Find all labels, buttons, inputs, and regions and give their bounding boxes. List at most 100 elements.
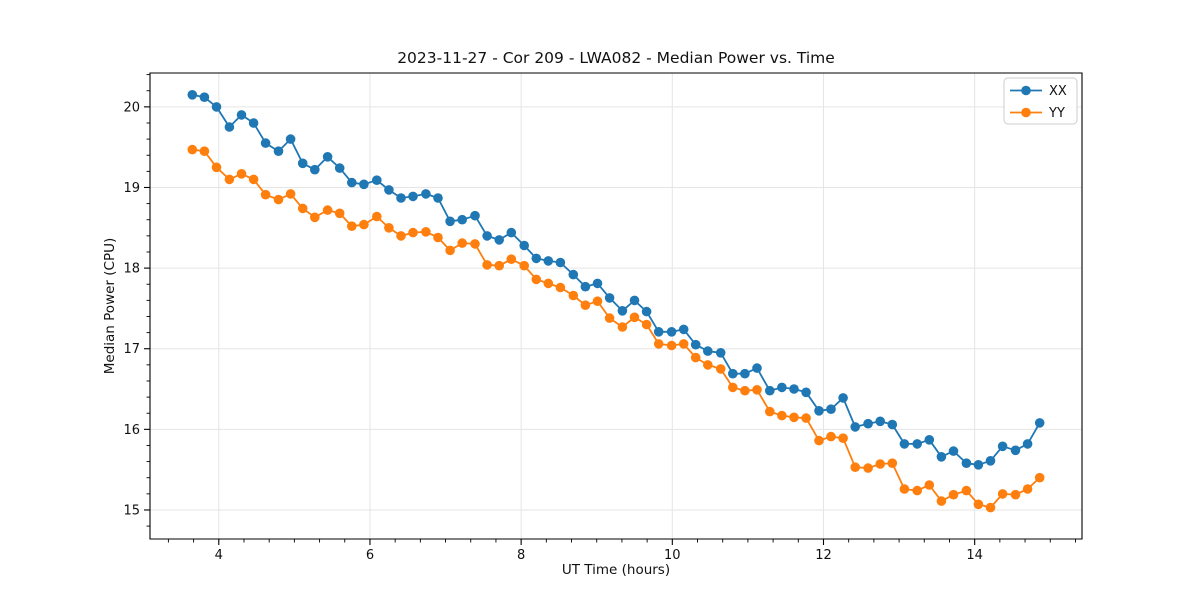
data-point-xx — [580, 281, 591, 292]
data-point-yy — [347, 221, 357, 231]
data-point-yy — [1010, 489, 1021, 500]
data-point-yy — [199, 146, 210, 156]
x-tick-label: 8 — [517, 548, 525, 563]
data-point-xx — [519, 240, 529, 251]
series-line-yy — [191, 148, 1041, 509]
data-point-yy — [850, 462, 860, 473]
data-point-yy — [629, 312, 640, 323]
data-point-yy — [752, 385, 762, 395]
data-point-yy — [494, 260, 505, 271]
data-point-yy — [568, 290, 579, 301]
data-point-yy — [936, 496, 947, 506]
data-point-xx — [285, 134, 296, 144]
data-point-yy — [297, 203, 308, 214]
data-point-xx — [985, 456, 996, 466]
data-point-xx — [1010, 445, 1021, 456]
data-point-xx — [617, 306, 628, 316]
data-point-yy — [985, 502, 996, 513]
data-point-xx — [875, 416, 885, 427]
legend-label: XX — [1049, 84, 1067, 99]
x-tick-label: 14 — [966, 548, 983, 563]
data-point-xx — [863, 418, 873, 429]
data-point-yy — [997, 489, 1008, 499]
data-point-xx — [826, 404, 836, 415]
data-point-xx — [973, 460, 984, 470]
y-tick-label: 15 — [123, 503, 140, 518]
data-point-xx — [850, 422, 860, 432]
data-point-yy — [187, 144, 198, 155]
data-point-xx — [555, 257, 566, 268]
data-point-yy — [482, 260, 492, 270]
data-point-xx — [543, 256, 554, 266]
data-point-xx — [421, 189, 431, 199]
data-point-yy — [211, 162, 222, 173]
data-point-xx — [765, 385, 775, 396]
data-point-yy — [887, 458, 898, 469]
data-point-yy — [433, 232, 443, 243]
data-point-yy — [531, 274, 542, 285]
plot-border — [149, 72, 1083, 540]
data-point-xx — [482, 231, 492, 241]
data-point-xx — [408, 191, 418, 202]
data-point-yy — [912, 485, 922, 496]
data-point-xx — [322, 152, 333, 162]
data-point-yy — [703, 360, 713, 370]
data-point-xx — [703, 346, 713, 356]
data-point-yy — [519, 260, 529, 271]
data-point-yy — [690, 352, 701, 363]
data-point-yy — [359, 219, 369, 230]
y-tick-label: 20 — [123, 100, 140, 115]
data-point-xx — [260, 138, 271, 148]
data-point-yy — [863, 463, 873, 473]
data-point-xx — [997, 441, 1008, 452]
data-point-xx — [666, 327, 677, 337]
data-point-xx — [310, 164, 320, 175]
data-point-xx — [359, 179, 369, 190]
data-point-yy — [236, 169, 247, 179]
chart-title: 2023-11-27 - Cor 209 - LWA082 - Median P… — [397, 49, 835, 67]
data-point-xx — [653, 327, 664, 337]
axis-ticks — [144, 74, 1076, 545]
data-point-yy — [777, 410, 787, 421]
data-point-yy — [310, 212, 320, 223]
x-tick-label: 6 — [366, 548, 374, 563]
grid-lines — [150, 73, 1082, 539]
x-tick-label: 4 — [215, 548, 223, 563]
y-tick-label: 19 — [123, 181, 140, 196]
data-point-yy — [617, 322, 628, 332]
data-point-yy — [445, 245, 455, 256]
data-point-yy — [678, 339, 689, 349]
series-line-xx — [191, 93, 1041, 466]
data-point-xx — [690, 339, 701, 350]
data-point-xx — [248, 118, 259, 128]
series-xx — [187, 90, 1045, 470]
data-point-yy — [728, 382, 738, 393]
data-point-xx — [887, 419, 898, 430]
data-point-yy — [580, 300, 591, 311]
data-point-xx — [629, 295, 640, 306]
data-point-xx — [777, 382, 787, 393]
data-point-xx — [506, 227, 517, 238]
data-point-yy — [384, 223, 394, 233]
data-point-xx — [224, 122, 235, 132]
data-point-xx — [297, 158, 308, 169]
data-point-xx — [728, 368, 738, 379]
data-point-xx — [494, 235, 505, 245]
data-point-yy — [948, 489, 959, 500]
data-point-yy — [457, 238, 468, 248]
data-point-xx — [211, 102, 222, 112]
data-point-yy — [224, 174, 235, 185]
data-point-xx — [740, 368, 750, 379]
legend-marker-icon — [1021, 107, 1031, 118]
data-point-xx — [384, 185, 394, 195]
legend-entry-yy: YY — [1010, 106, 1065, 121]
data-point-yy — [396, 231, 406, 241]
legend-marker-icon — [1021, 85, 1031, 96]
data-point-yy — [666, 340, 677, 351]
data-point-yy — [421, 227, 431, 237]
data-point-xx — [604, 293, 615, 303]
data-point-yy — [408, 227, 418, 238]
series-yy — [187, 144, 1045, 513]
